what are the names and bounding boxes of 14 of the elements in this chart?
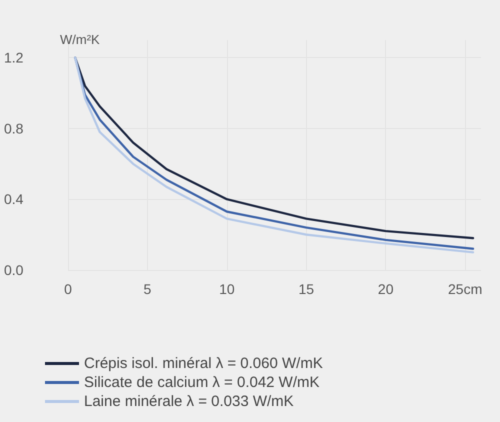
x-tick-label: 15 [298, 281, 314, 297]
y-axis-title: W/m²K [60, 32, 100, 47]
legend-label: Crépis isol. minéral λ = 0.060 W/mK [84, 355, 323, 372]
y-tick-label: 0.8 [4, 120, 24, 136]
x-tick-label: 10 [219, 281, 235, 297]
y-tick-label: 0.0 [4, 262, 24, 278]
legend-label: Silicate de calcium λ = 0.042 W/mK [84, 374, 320, 391]
y-tick-label: 0.4 [4, 191, 24, 208]
x-tick-label: 25cm [448, 281, 482, 297]
x-tick-label: 0 [64, 281, 72, 297]
y-tick-label: 1.2 [4, 50, 24, 66]
x-tick-label: 20 [378, 281, 394, 297]
legend-label: Laine minérale λ = 0.033 W/mK [84, 393, 294, 410]
x-tick-label: 5 [144, 281, 152, 297]
